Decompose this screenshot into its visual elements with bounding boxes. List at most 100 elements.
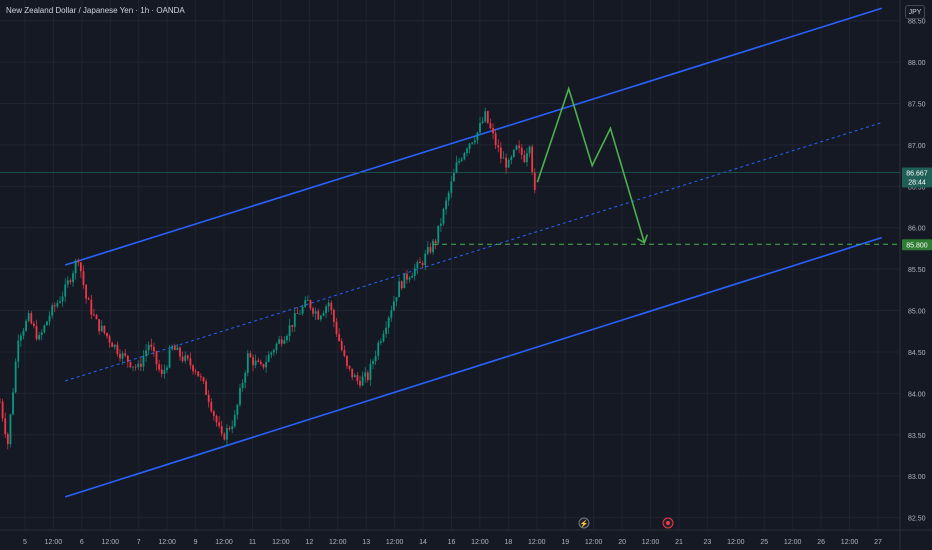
y-tick-label: 88.00 (908, 60, 926, 67)
candle-body (249, 353, 252, 358)
candle-body (473, 140, 476, 143)
candle-body (492, 128, 494, 134)
candle-body (387, 317, 390, 328)
candle-body (306, 300, 309, 301)
candle-body (69, 280, 72, 283)
candle-body (343, 349, 346, 356)
candle-body (505, 157, 507, 168)
candle-body (528, 146, 531, 154)
candle-body (210, 401, 213, 412)
candle-body (223, 433, 226, 440)
candle-body (184, 355, 187, 361)
candle-body (395, 297, 398, 302)
candle-body (155, 351, 158, 365)
candle-body (166, 367, 168, 371)
x-tick-label: 12:00 (272, 539, 290, 546)
candle-body (385, 327, 387, 334)
candle-body (413, 268, 416, 276)
candle-body (411, 275, 414, 278)
candle-body (468, 143, 471, 149)
y-tick-label: 85.50 (908, 267, 926, 274)
candle-body (239, 388, 241, 405)
lightning-event-icon (578, 517, 590, 529)
candle-body (38, 335, 41, 340)
y-tick-label: 86.50 (908, 184, 926, 191)
candle-body (111, 342, 114, 348)
candle-body (346, 355, 348, 366)
candle-body (319, 315, 322, 320)
candle-body (126, 355, 129, 362)
x-tick-label: 11 (249, 539, 256, 546)
x-tick-label: 12:00 (585, 539, 603, 546)
y-tick-label: 82.50 (908, 516, 926, 523)
candle-body (228, 428, 231, 430)
candle-body (507, 160, 510, 168)
candle-body (314, 311, 317, 314)
x-tick-label: 12:00 (784, 539, 802, 546)
candle-body (330, 302, 333, 310)
candle-body (40, 332, 43, 336)
candle-body (246, 353, 249, 373)
candle-body (458, 160, 461, 163)
candle-body (265, 362, 267, 368)
candle-body (4, 418, 7, 435)
candle-body (100, 325, 103, 332)
candle-body (56, 302, 59, 307)
candle-body (301, 306, 304, 314)
candle-body (445, 200, 447, 210)
candle-body (79, 262, 82, 272)
currency-button[interactable]: JPY (905, 5, 925, 19)
candle-body (434, 240, 437, 244)
candle-body (327, 302, 330, 307)
candle-body (220, 426, 223, 434)
x-tick-label: 12:00 (45, 539, 63, 546)
candle-body (48, 315, 51, 322)
candle-body (356, 375, 359, 381)
candle-body (205, 381, 207, 395)
x-tick-label: 26 (817, 539, 825, 546)
candle-body (494, 133, 497, 146)
candle-body (317, 311, 320, 320)
candle-body (139, 363, 142, 367)
candle-body (267, 354, 270, 363)
candle-body (439, 223, 442, 226)
x-tick-label: 12:00 (102, 539, 120, 546)
candle-body (497, 145, 500, 148)
candle-body (22, 330, 25, 336)
candle-body (466, 148, 468, 154)
y-tick-label: 86.00 (908, 226, 926, 233)
candle-body (471, 142, 474, 144)
candle-body (64, 284, 67, 297)
candle-body (218, 422, 221, 427)
x-tick-label: 14 (419, 539, 427, 546)
candle-body (421, 263, 424, 266)
candle-body (531, 146, 534, 173)
candle-body (213, 411, 215, 416)
candle-body (515, 145, 518, 150)
chart-title: New Zealand Dollar / Japanese Yen · 1h ·… (6, 6, 185, 15)
candle-body (489, 123, 492, 129)
candle-body (35, 326, 38, 340)
candle-body (244, 372, 247, 383)
candle-body (455, 162, 458, 173)
candle-body (189, 358, 192, 366)
candle-body (278, 339, 281, 344)
candle-body (476, 132, 479, 141)
candle-body (241, 382, 244, 389)
x-tick-label: 9 (194, 539, 198, 546)
candle-body (257, 360, 260, 362)
candle-body (6, 434, 9, 445)
candle-body (119, 354, 121, 359)
candle-body (124, 353, 127, 356)
y-tick-label: 83.50 (908, 433, 926, 440)
x-tick-label: 16 (448, 539, 456, 546)
candle-body (194, 371, 197, 373)
candle-body (398, 281, 401, 298)
x-tick-label: 12:00 (642, 539, 660, 546)
candle-body (98, 319, 101, 332)
x-tick-label: 13 (362, 539, 370, 546)
x-tick-label: 19 (561, 539, 569, 546)
candle-body (150, 344, 153, 347)
